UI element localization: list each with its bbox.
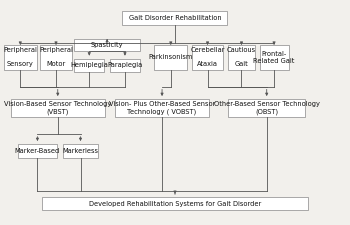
FancyBboxPatch shape — [10, 99, 105, 117]
Text: Hemiplegia: Hemiplegia — [70, 62, 108, 68]
FancyBboxPatch shape — [115, 99, 209, 117]
Text: Cautious

Gait: Cautious Gait — [227, 47, 256, 67]
Text: Peripheral

Sensory: Peripheral Sensory — [4, 47, 37, 67]
Text: Vision- Plus Other-Based Sensor
Technology ( VOBST): Vision- Plus Other-Based Sensor Technolo… — [109, 101, 215, 115]
FancyBboxPatch shape — [4, 45, 37, 70]
FancyBboxPatch shape — [74, 58, 104, 72]
FancyBboxPatch shape — [40, 45, 72, 70]
FancyBboxPatch shape — [18, 144, 57, 158]
Text: Developed Rehabilitation Systems for Gait Disorder: Developed Rehabilitation Systems for Gai… — [89, 201, 261, 207]
Text: Spasticity: Spasticity — [91, 42, 123, 48]
Text: Frontal-
Related Gait: Frontal- Related Gait — [253, 51, 295, 64]
FancyBboxPatch shape — [192, 45, 223, 70]
Text: Parkinsonism: Parkinsonism — [149, 54, 193, 60]
Text: Other-Based Sensor Technology
(OBST): Other-Based Sensor Technology (OBST) — [214, 101, 320, 115]
Text: Cerebellar

Ataxia: Cerebellar Ataxia — [190, 47, 225, 67]
Text: Peripheral

Motor: Peripheral Motor — [39, 47, 73, 67]
Text: Gait Disorder Rehabilitation: Gait Disorder Rehabilitation — [129, 15, 221, 21]
Text: Markerless: Markerless — [63, 148, 98, 154]
Text: Paraplegia: Paraplegia — [107, 62, 142, 68]
FancyBboxPatch shape — [228, 45, 254, 70]
FancyBboxPatch shape — [74, 39, 140, 51]
FancyBboxPatch shape — [63, 144, 98, 158]
FancyBboxPatch shape — [122, 11, 228, 25]
FancyBboxPatch shape — [154, 45, 188, 70]
FancyBboxPatch shape — [260, 45, 288, 70]
FancyBboxPatch shape — [42, 197, 308, 210]
FancyBboxPatch shape — [110, 58, 140, 72]
Text: Vision-Based Sensor Technology
(VBST): Vision-Based Sensor Technology (VBST) — [4, 101, 111, 115]
Text: Marker-Based: Marker-Based — [15, 148, 60, 154]
FancyBboxPatch shape — [228, 99, 305, 117]
